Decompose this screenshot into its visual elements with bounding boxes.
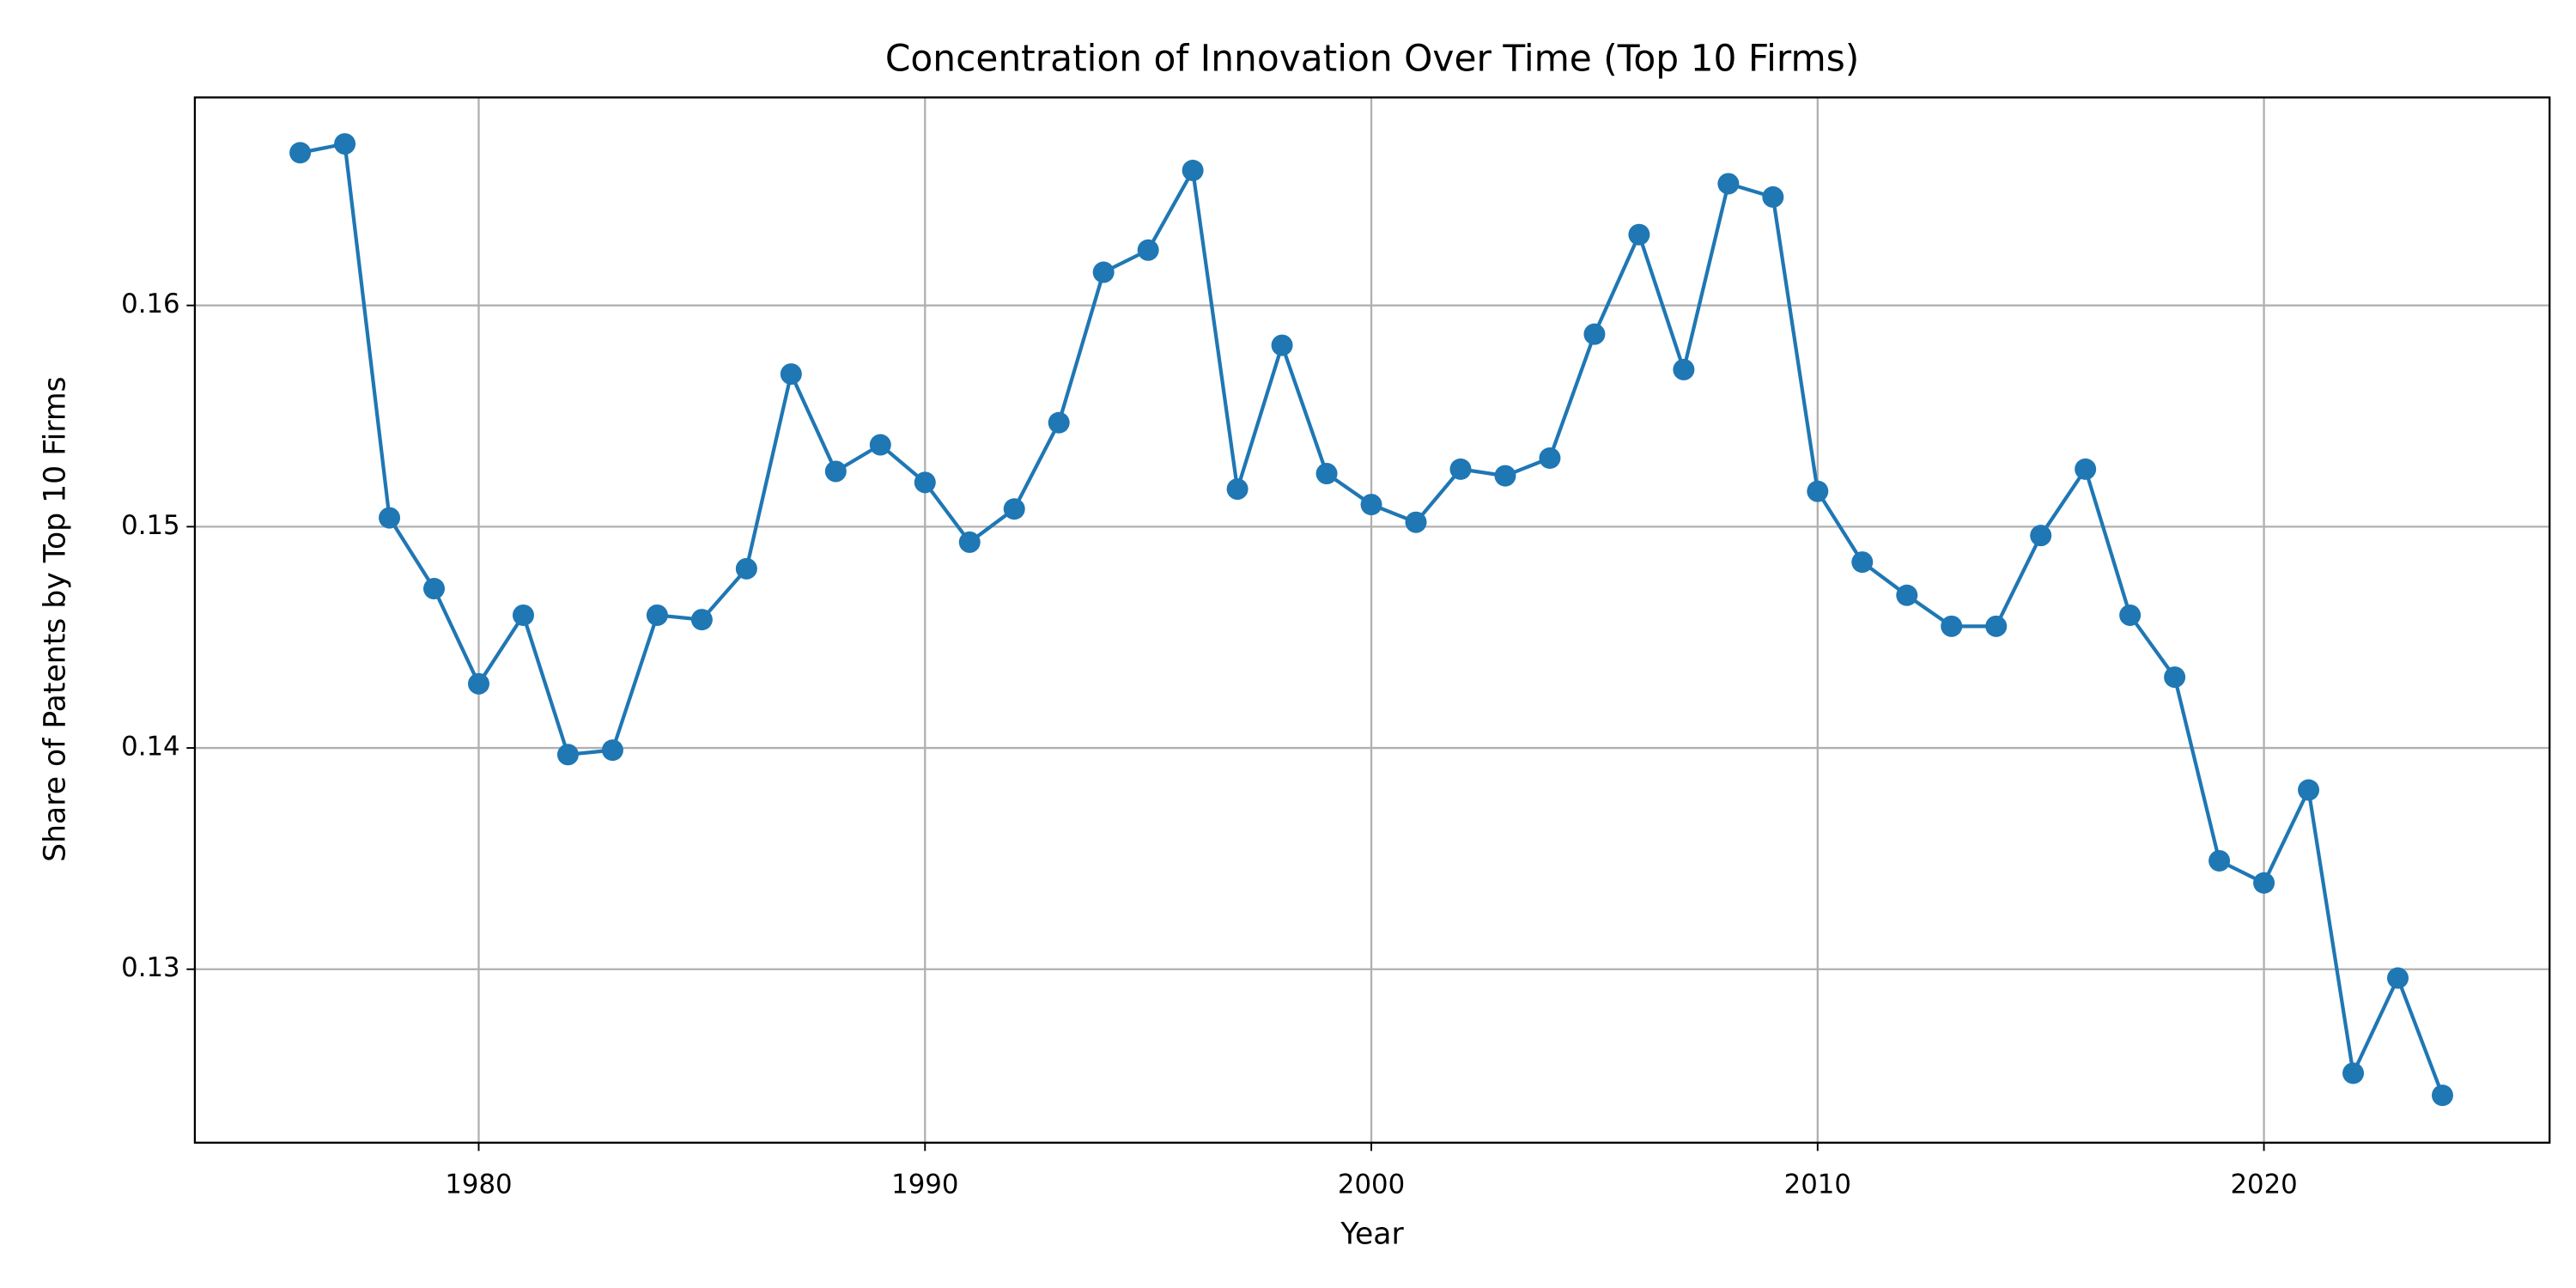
data-point [824,460,847,483]
data-point [289,142,312,164]
plot-area [289,133,2453,1107]
data-point [1449,458,1472,480]
data-point [1941,615,1963,637]
chart-title: Concentration of Innovation Over Time (T… [885,38,1859,80]
data-point [2431,1084,2453,1107]
grid [194,97,2550,1143]
data-point [1628,223,1650,246]
y-tick-label: 0.14 [121,732,179,762]
x-tick-label: 2000 [1338,1169,1405,1200]
data-point [1539,447,1561,469]
data-point [1048,411,1070,434]
data-point [1583,323,1606,345]
x-axis-label: Year [1340,1217,1404,1251]
data-point [1226,478,1249,501]
data-point [780,363,802,386]
data-point [1405,511,1427,533]
data-point [467,672,489,695]
data-point [914,471,936,494]
data-point [2387,967,2409,989]
axes-frame [193,96,2551,1144]
data-point [1494,465,1516,487]
data-point [2075,458,2097,480]
data-point [1315,463,1338,485]
data-point [2342,1062,2365,1084]
y-tick-label: 0.13 [121,952,179,983]
data-point [1003,498,1025,520]
data-point [334,133,356,155]
data-point [2164,666,2186,689]
data-point [1807,480,1829,502]
x-tick-label: 1990 [891,1169,958,1200]
data-point [1717,173,1740,195]
data-point [1182,159,1204,181]
ticks: 1980 1990 2000 2010 2020 0.13 0.14 0.15 0.16 [121,289,2298,1200]
data-point [2253,872,2275,894]
x-tick-label: 2020 [2230,1169,2297,1200]
data-point [1985,615,2008,637]
data-point [379,507,401,529]
data-point [1360,494,1382,516]
data-point [423,578,446,600]
data-point [1673,358,1695,380]
data-point [2030,525,2052,547]
data-point [601,739,623,762]
data-point [958,531,981,553]
data-point [869,434,891,456]
data-point [690,609,713,631]
y-tick-label: 0.16 [121,289,179,319]
data-point [1896,584,1918,606]
data-point [1271,334,1293,356]
data-point [646,604,668,626]
x-tick-label: 1980 [445,1169,512,1200]
data-point [2119,604,2142,626]
y-axis-label: Share of Patents by Top 10 Firms [38,376,72,861]
y-tick-label: 0.15 [121,510,179,541]
data-point [1762,185,1784,208]
data-point [1137,239,1159,261]
data-point [1851,551,1874,574]
data-point [2208,849,2231,872]
x-tick-label: 2010 [1784,1169,1851,1200]
data-point [735,557,757,580]
data-point [1092,261,1115,283]
data-point [512,604,534,626]
data-point [2298,779,2320,801]
data-point [556,744,579,766]
